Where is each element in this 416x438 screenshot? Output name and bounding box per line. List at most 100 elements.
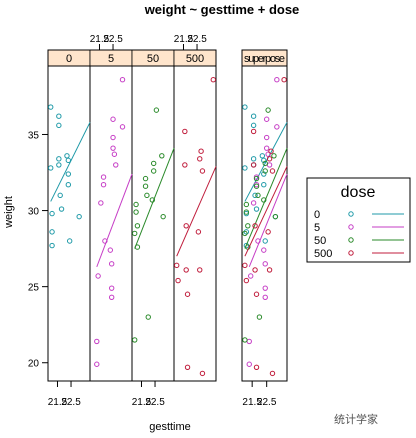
chart-title: weight ~ gesttime + dose bbox=[144, 2, 300, 17]
point-dose-50-panel-4-8 bbox=[255, 192, 261, 199]
y-tick-label-20: 20 bbox=[28, 359, 40, 370]
point-dose-0-panel-0-4 bbox=[49, 242, 55, 249]
point-dose-500-panel-3-1 bbox=[175, 277, 181, 284]
point-dose-50-panel-4-6 bbox=[253, 175, 260, 182]
fit-line-dose-5-panel-1 bbox=[96, 173, 133, 268]
panel-frame-500 bbox=[173, 65, 217, 382]
point-dose-0-panel-0-6 bbox=[56, 122, 62, 129]
point-dose-0-panel-0-15 bbox=[66, 238, 73, 244]
point-dose-0-panel-4-3 bbox=[243, 229, 250, 235]
y-tick-label-25: 25 bbox=[28, 283, 40, 294]
legend-title: dose bbox=[341, 184, 376, 201]
legend-point-50 bbox=[348, 237, 354, 243]
strip-label-500: 500 bbox=[186, 53, 204, 65]
point-dose-5-panel-4-13 bbox=[263, 145, 270, 151]
point-dose-5-panel-1-0 bbox=[94, 338, 100, 345]
point-dose-500-panel-4-2 bbox=[250, 128, 257, 135]
point-dose-0-panel-0-5 bbox=[56, 113, 62, 119]
point-dose-5-panel-1-5 bbox=[100, 174, 107, 180]
point-dose-0-panel-0-13 bbox=[65, 171, 72, 177]
point-dose-5-panel-1-13 bbox=[110, 145, 116, 151]
point-dose-50-panel-2-1 bbox=[132, 230, 138, 237]
point-dose-500-panel-3-6 bbox=[184, 291, 191, 297]
point-dose-5-panel-1-12 bbox=[110, 134, 116, 141]
point-dose-500-panel-4-5 bbox=[252, 267, 258, 273]
strip-label-0: 0 bbox=[66, 53, 72, 65]
point-dose-50-panel-2-11 bbox=[150, 160, 157, 167]
point-dose-500-panel-4-9 bbox=[266, 267, 273, 273]
point-dose-5-panel-1-1 bbox=[94, 361, 100, 367]
point-dose-500-panel-3-4 bbox=[183, 223, 189, 229]
point-dose-0-panel-4-4 bbox=[243, 242, 250, 249]
point-dose-0-panel-4-1 bbox=[242, 165, 248, 171]
point-dose-500-panel-4-12 bbox=[269, 168, 276, 174]
point-dose-50-panel-4-9 bbox=[256, 314, 263, 320]
point-dose-50-panel-4-13 bbox=[265, 107, 271, 113]
point-dose-50-panel-4-12 bbox=[262, 168, 268, 174]
point-dose-50-panel-2-0 bbox=[132, 337, 138, 343]
point-dose-500-panel-3-14 bbox=[210, 76, 216, 83]
point-dose-500-panel-3-7 bbox=[184, 364, 191, 371]
point-dose-500-panel-3-13 bbox=[199, 370, 206, 377]
point-dose-50-panel-2-7 bbox=[142, 183, 149, 189]
strip-label-5: 5 bbox=[108, 53, 114, 65]
point-dose-0-panel-0-12 bbox=[65, 157, 72, 164]
panel-frame-5 bbox=[89, 65, 133, 382]
point-dose-50-panel-4-14 bbox=[271, 153, 277, 159]
point-dose-0-panel-4-6 bbox=[250, 122, 257, 129]
x-tick-label-bottom-0-0: 21.5 bbox=[48, 397, 68, 408]
point-dose-5-panel-4-0 bbox=[246, 338, 252, 345]
fit-line-dose-5-panel-4 bbox=[248, 173, 288, 268]
point-dose-0-panel-0-7 bbox=[56, 156, 62, 162]
point-dose-500-panel-4-4 bbox=[252, 223, 258, 229]
x-tick-label-top-3-1: 22.5 bbox=[187, 34, 207, 45]
point-dose-500-panel-4-13 bbox=[269, 370, 276, 377]
legend-point-5 bbox=[348, 224, 354, 230]
point-dose-0-panel-4-7 bbox=[250, 156, 257, 162]
legend-label-0: 0 bbox=[314, 209, 320, 221]
point-dose-50-panel-2-10 bbox=[149, 197, 156, 203]
point-dose-500-panel-3-11 bbox=[198, 148, 204, 154]
point-dose-5-panel-4-14 bbox=[265, 151, 271, 157]
point-dose-0-panel-0-10 bbox=[58, 206, 65, 212]
point-dose-0-panel-4-0 bbox=[242, 104, 248, 110]
legend-point-0 bbox=[348, 211, 354, 217]
point-dose-50-panel-4-0 bbox=[242, 337, 248, 343]
point-dose-0-panel-4-10 bbox=[253, 206, 260, 212]
y-axis-label: weight bbox=[3, 196, 15, 229]
point-dose-0-panel-0-16 bbox=[76, 213, 82, 220]
point-dose-50-panel-2-3 bbox=[133, 201, 139, 208]
point-dose-500-panel-3-5 bbox=[183, 267, 189, 273]
point-dose-500-panel-3-12 bbox=[199, 168, 206, 174]
point-dose-0-panel-0-14 bbox=[65, 181, 72, 188]
point-dose-50-panel-4-3 bbox=[243, 201, 250, 208]
point-dose-500-panel-3-8 bbox=[195, 229, 202, 235]
point-dose-50-panel-4-2 bbox=[243, 209, 250, 215]
point-dose-5-panel-1-9 bbox=[108, 285, 115, 291]
point-dose-50-panel-2-14 bbox=[159, 153, 165, 159]
point-dose-50-panel-4-15 bbox=[272, 213, 279, 220]
point-dose-5-panel-1-3 bbox=[98, 200, 104, 206]
y-tick-label-30: 30 bbox=[28, 207, 40, 218]
watermark: 统计学家 bbox=[334, 414, 378, 426]
point-dose-5-panel-4-16 bbox=[274, 76, 280, 83]
point-dose-5-panel-1-17 bbox=[119, 124, 126, 130]
legend-label-500: 500 bbox=[314, 248, 332, 260]
fit-line-dose-50-panel-2 bbox=[134, 147, 175, 249]
y-tick-label-35: 35 bbox=[28, 130, 40, 141]
point-dose-5-panel-1-4 bbox=[100, 181, 107, 188]
x-tick-label-bottom-4-0: 21.5 bbox=[242, 397, 262, 408]
point-dose-50-panel-2-15 bbox=[160, 213, 166, 220]
point-dose-5-panel-4-1 bbox=[246, 361, 252, 367]
x-tick-label-bottom-0-1: 22.5 bbox=[61, 397, 81, 408]
point-dose-5-panel-1-10 bbox=[108, 294, 115, 301]
x-tick-label-top-3-0: 21.5 bbox=[174, 34, 194, 45]
point-dose-50-panel-2-8 bbox=[144, 192, 150, 199]
point-dose-0-panel-0-8 bbox=[56, 162, 62, 168]
x-axis-label: gesttime bbox=[149, 421, 191, 433]
point-dose-500-panel-4-7 bbox=[253, 364, 260, 371]
panel-frame-0 bbox=[47, 65, 91, 382]
point-dose-50-panel-4-1 bbox=[242, 230, 248, 237]
